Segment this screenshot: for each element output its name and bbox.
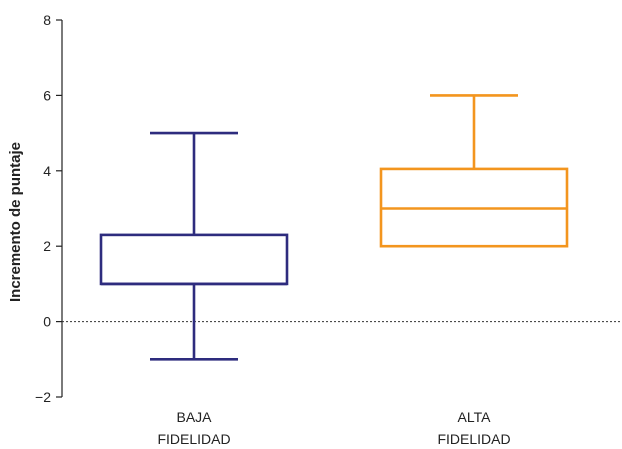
box-group [379,94,569,248]
iqr-box [99,233,289,286]
y-axis-title: Incremento de puntaje [7,142,24,302]
y-tick-label: −2 [35,389,51,405]
y-axis: −2 0 2 4 6 8 [35,12,63,405]
x-category-label-line: ALTA [458,409,492,425]
y-tick-label: 0 [43,314,51,330]
x-category-label-line: FIDELIDAD [157,431,230,447]
x-category-label: BAJA FIDELIDAD [157,409,230,447]
x-category-label-line: BAJA [176,409,212,425]
x-axis-labels: BAJA FIDELIDAD ALTA FIDELIDAD [157,409,510,447]
x-category-label: ALTA FIDELIDAD [437,409,510,447]
y-tick-label: 4 [43,163,51,179]
y-tick-label: 8 [43,12,51,28]
x-category-label-line: FIDELIDAD [437,431,510,447]
box-group [99,131,289,361]
y-tick-label: 6 [43,87,51,103]
boxes-layer [99,94,569,361]
y-tick-label: 2 [43,238,51,254]
